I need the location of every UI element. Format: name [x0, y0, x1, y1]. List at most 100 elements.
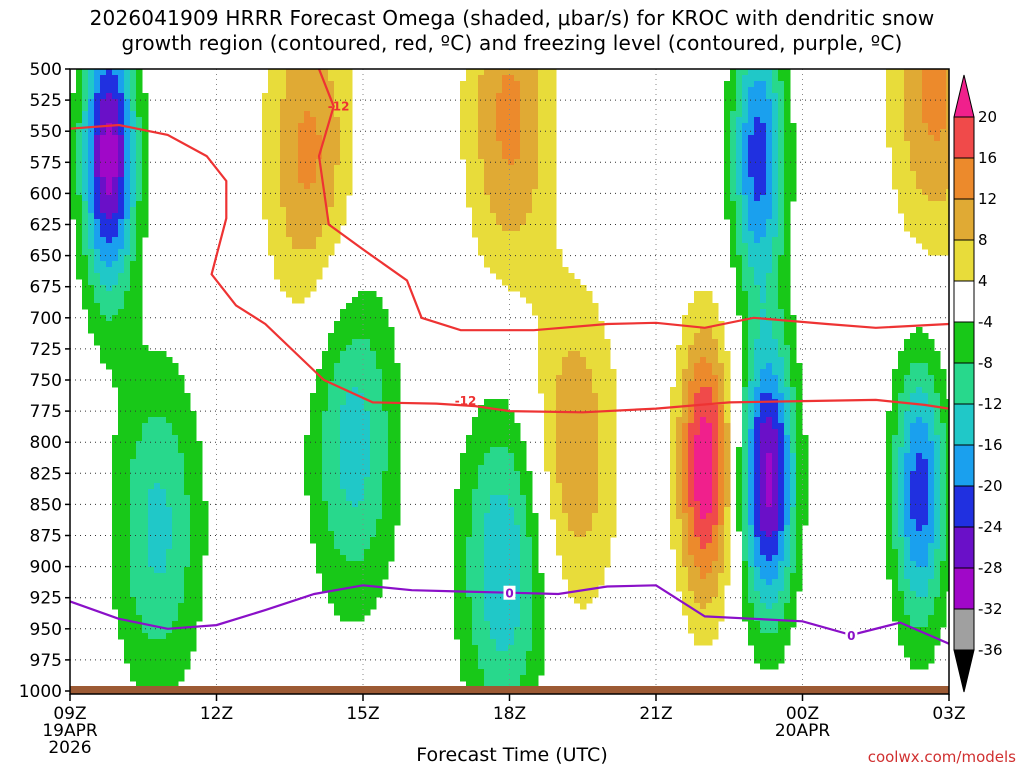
omega-cell	[712, 321, 719, 328]
omega-cell	[682, 465, 689, 472]
omega-cell	[310, 273, 317, 280]
omega-cell	[520, 93, 527, 100]
omega-cell	[748, 477, 755, 484]
omega-cell	[346, 69, 353, 76]
omega-cell	[478, 429, 485, 436]
omega-cell	[736, 471, 743, 478]
omega-cell	[718, 513, 725, 520]
omega-cell	[118, 273, 125, 280]
omega-cell	[568, 303, 575, 310]
omega-cell	[454, 501, 461, 508]
omega-cell	[364, 579, 371, 586]
omega-cell	[106, 159, 113, 166]
omega-cell	[544, 363, 551, 370]
omega-cell	[82, 225, 89, 232]
omega-cell	[160, 363, 167, 370]
omega-cell	[466, 99, 473, 106]
omega-cell	[748, 417, 755, 424]
omega-cell	[364, 555, 371, 562]
omega-cell	[106, 279, 113, 286]
omega-cell	[364, 345, 371, 352]
omega-cell	[154, 669, 161, 676]
omega-cell	[376, 567, 383, 574]
omega-cell	[496, 129, 503, 136]
omega-cell	[322, 243, 329, 250]
omega-cell	[298, 93, 305, 100]
omega-cell	[562, 309, 569, 316]
omega-cell	[352, 345, 359, 352]
omega-cell	[556, 489, 563, 496]
omega-cell	[316, 171, 323, 178]
omega-cell	[694, 633, 701, 640]
omega-cell	[88, 69, 95, 76]
omega-cell	[100, 309, 107, 316]
omega-cell	[340, 549, 347, 556]
omega-cell	[82, 207, 89, 214]
omega-cell	[508, 489, 515, 496]
omega-cell	[178, 675, 185, 682]
omega-cell	[178, 519, 185, 526]
omega-cell	[538, 639, 545, 646]
omega-cell	[334, 543, 341, 550]
omega-cell	[586, 291, 593, 298]
omega-cell	[688, 507, 695, 514]
omega-cell	[604, 525, 611, 532]
omega-cell	[538, 261, 545, 268]
omega-cell	[694, 405, 701, 412]
omega-cell	[148, 579, 155, 586]
omega-cell	[526, 201, 533, 208]
omega-cell	[334, 381, 341, 388]
omega-cell	[598, 525, 605, 532]
omega-cell	[688, 459, 695, 466]
omega-cell	[730, 213, 737, 220]
omega-cell	[544, 69, 551, 76]
omega-cell	[118, 249, 125, 256]
omega-cell	[148, 585, 155, 592]
omega-cell	[508, 117, 515, 124]
omega-cell	[748, 567, 755, 574]
omega-cell	[484, 603, 491, 610]
omega-cell	[712, 309, 719, 316]
omega-cell	[526, 651, 533, 658]
omega-cell	[370, 363, 377, 370]
omega-cell	[496, 495, 503, 502]
omega-cell	[532, 639, 539, 646]
omega-cell	[142, 645, 149, 652]
omega-cell	[562, 459, 569, 466]
omega-cell	[550, 393, 557, 400]
omega-cell	[694, 291, 701, 298]
omega-cell	[484, 531, 491, 538]
omega-cell	[544, 369, 551, 376]
omega-cell	[742, 609, 749, 616]
omega-cell	[136, 255, 143, 262]
omega-cell	[532, 645, 539, 652]
omega-cell	[118, 585, 125, 592]
omega-cell	[748, 381, 755, 388]
omega-cell	[688, 465, 695, 472]
omega-cell	[118, 429, 125, 436]
omega-cell	[700, 633, 707, 640]
omega-cell	[148, 477, 155, 484]
omega-cell	[520, 465, 527, 472]
omega-cell	[460, 585, 467, 592]
omega-cell	[514, 603, 521, 610]
omega-cell	[142, 357, 149, 364]
omega-cell	[550, 243, 557, 250]
omega-cell	[160, 387, 167, 394]
omega-cell	[130, 327, 137, 334]
omega-cell	[160, 351, 167, 358]
omega-cell	[382, 531, 389, 538]
omega-cell	[724, 177, 731, 184]
omega-cell	[370, 459, 377, 466]
omega-cell	[730, 69, 737, 76]
omega-cell	[346, 567, 353, 574]
omega-cell	[154, 573, 161, 580]
omega-cell	[526, 585, 533, 592]
omega-cell	[118, 417, 125, 424]
omega-cell	[706, 447, 713, 454]
omega-cell	[88, 189, 95, 196]
omega-cell	[490, 225, 497, 232]
omega-cell	[556, 339, 563, 346]
omega-cell	[592, 477, 599, 484]
omega-cell	[376, 531, 383, 538]
